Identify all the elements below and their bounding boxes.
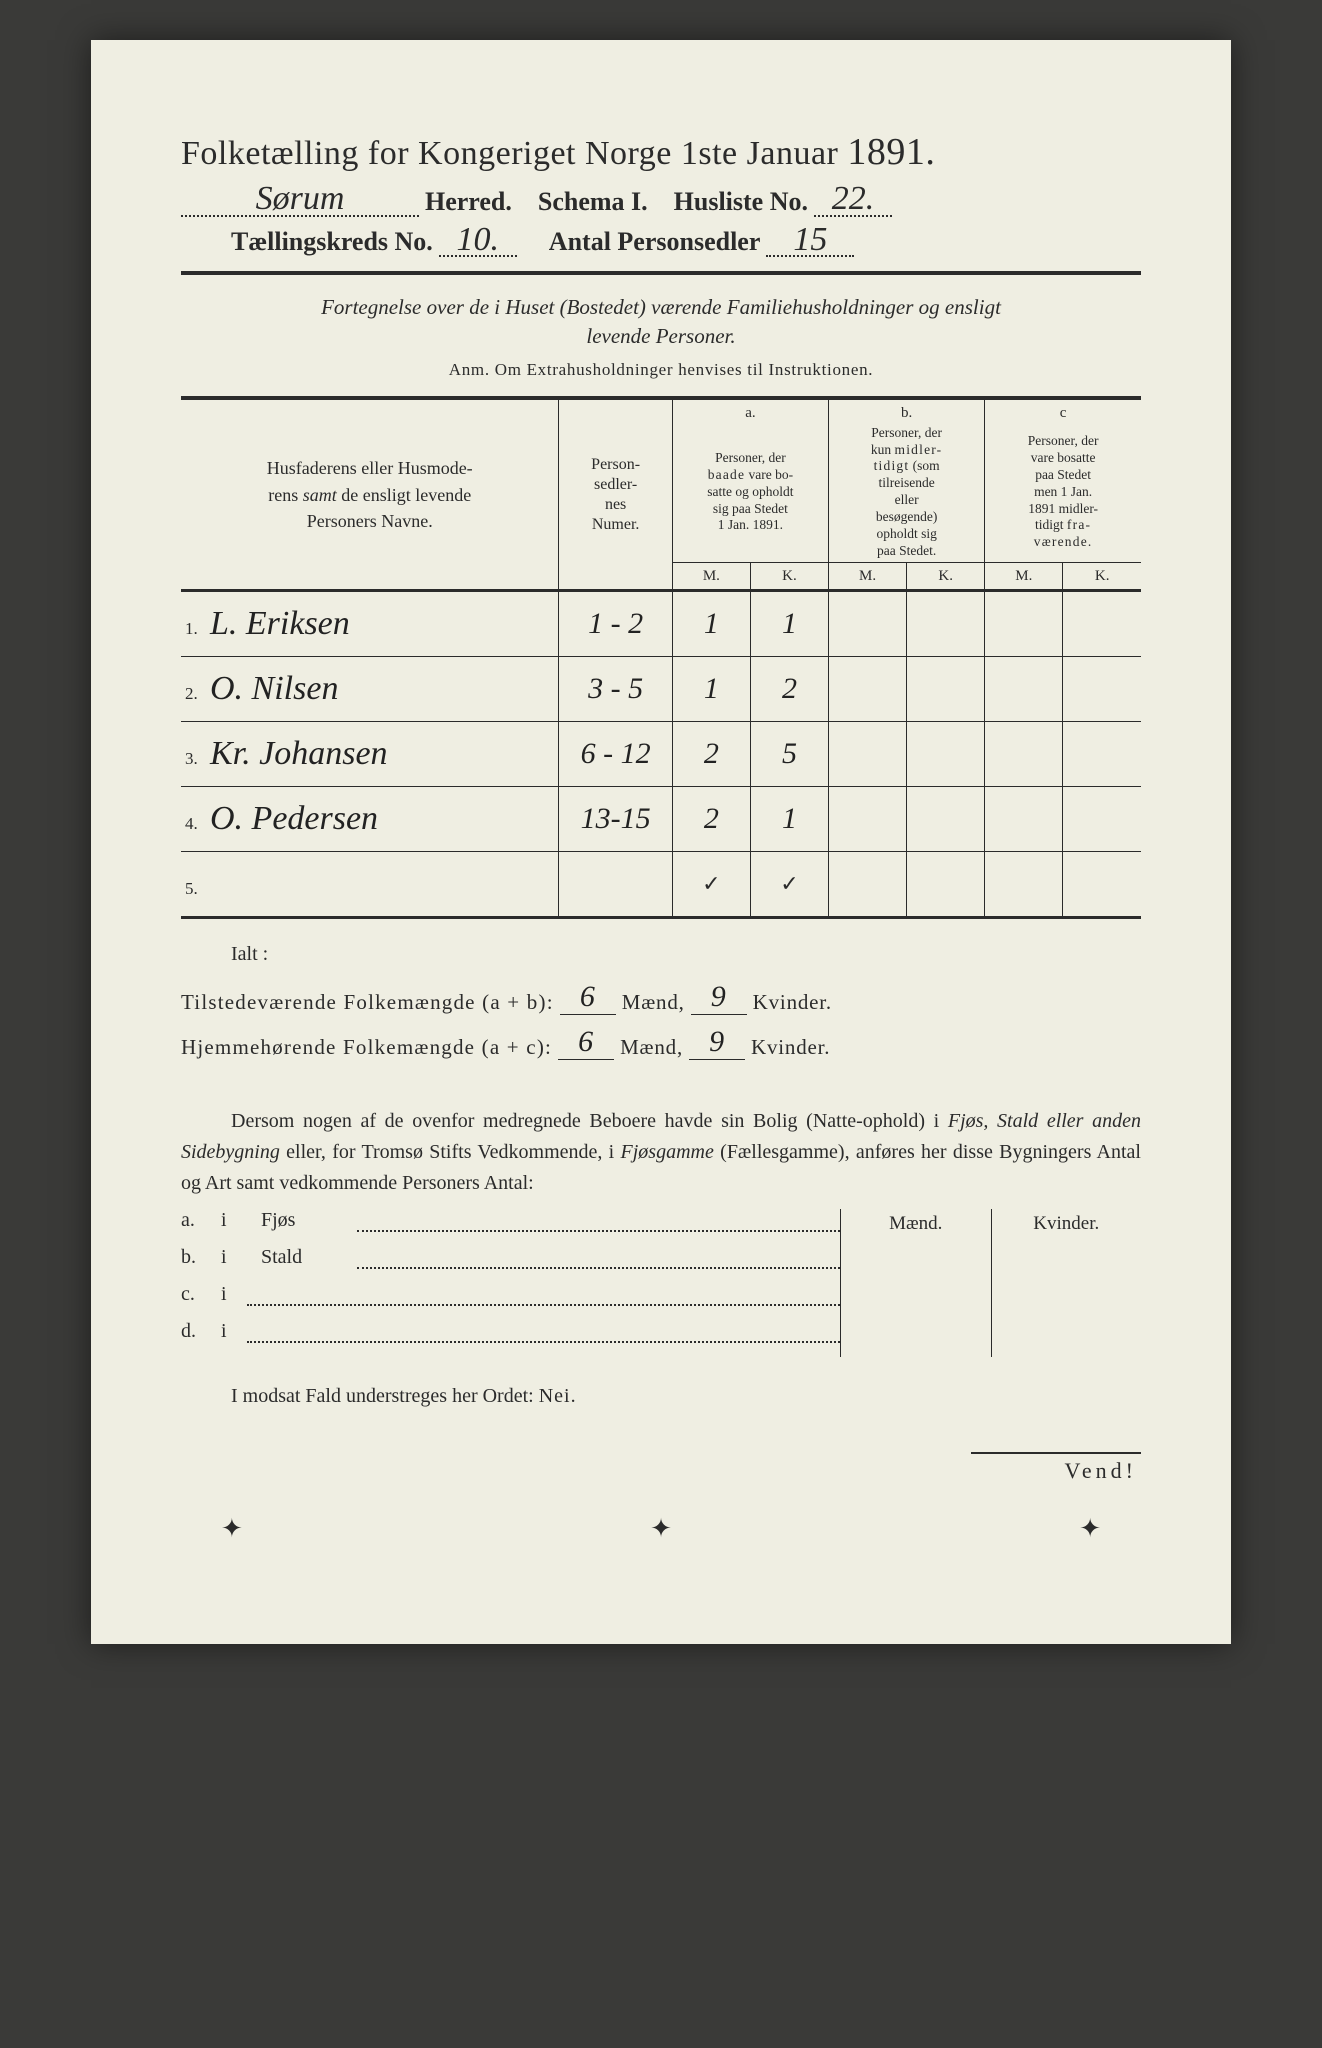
dotted-line bbox=[357, 1210, 840, 1232]
husliste-label: Husliste No. bbox=[674, 187, 808, 217]
antal-value: 15 bbox=[766, 225, 854, 258]
title-prefix: Folketælling for Kongeriget Norge 1ste J… bbox=[181, 135, 838, 172]
table-row: 4. O. Pedersen 13-15 2 1 bbox=[181, 787, 1141, 852]
totals2-label: Hjemmehørende Folkemængde (a + c): bbox=[181, 1035, 552, 1060]
schema-label: Schema I. bbox=[538, 187, 648, 217]
subtitle-line2: levende Personer. bbox=[586, 324, 735, 348]
antal-label: Antal Personsedler bbox=[549, 227, 761, 257]
vend-label: Vend! bbox=[181, 1458, 1141, 1484]
col-b-desc: Personer, derkun midler-tidigt (somtilre… bbox=[829, 423, 985, 563]
maend-col: Mænd. bbox=[841, 1209, 992, 1357]
totals2-m: 6 bbox=[578, 1025, 594, 1058]
census-table: Husfaderens eller Husmode-rens samt de e… bbox=[181, 396, 1141, 920]
col-b-m: M. bbox=[829, 562, 907, 591]
col-header-name: Husfaderens eller Husmode-rens samt de e… bbox=[181, 398, 559, 591]
col-c-k: K. bbox=[1063, 562, 1141, 591]
totals2-k: 9 bbox=[709, 1025, 725, 1058]
binding-marks: ✦ ✦ ✦ bbox=[181, 1514, 1141, 1544]
main-title: Folketælling for Kongeriget Norge 1ste J… bbox=[181, 130, 1141, 174]
kreds-label: Tællingskreds No. bbox=[231, 227, 433, 257]
subtitle-line1: Fortegnelse over de i Huset (Bostedet) v… bbox=[321, 295, 1001, 319]
building-row: b. i Stald bbox=[181, 1246, 840, 1269]
mark-icon: ✦ bbox=[221, 1514, 243, 1544]
maend-label: Mænd, bbox=[622, 990, 685, 1015]
ialt-label: Ialt : bbox=[231, 943, 1141, 966]
col-header-num: Person-sedler-nesNumer. bbox=[559, 398, 672, 591]
col-c-desc: Personer, dervare bosattepaa Stedetmen 1… bbox=[985, 423, 1141, 563]
kvinder-label-2: Kvinder. bbox=[751, 1035, 830, 1060]
census-table-body: 1. L. Eriksen 1 - 2 1 1 2. O. Nilsen 3 -… bbox=[181, 591, 1141, 918]
totals-line-2: Hjemmehørende Folkemængde (a + c): 6 Mæn… bbox=[181, 1025, 1141, 1060]
totals1-m: 6 bbox=[580, 980, 596, 1013]
husliste-value: 22. bbox=[814, 184, 892, 217]
dotted-line bbox=[247, 1284, 840, 1306]
dotted-line bbox=[247, 1321, 840, 1343]
table-row: 5. ✓ ✓ bbox=[181, 852, 1141, 918]
building-row: c. i bbox=[181, 1283, 840, 1306]
anm-note: Anm. Om Extrahusholdninger henvises til … bbox=[181, 360, 1141, 380]
buildings-mk-cols: Mænd. Kvinder. bbox=[840, 1209, 1141, 1357]
mark-icon: ✦ bbox=[650, 1514, 672, 1544]
subtitle: Fortegnelse over de i Huset (Bostedet) v… bbox=[181, 293, 1141, 350]
header-line-2: Sørum Herred. Schema I. Husliste No. 22. bbox=[181, 184, 1141, 217]
totals1-label: Tilstedeværende Folkemængde (a + b): bbox=[181, 990, 554, 1015]
census-form-page: Folketælling for Kongeriget Norge 1ste J… bbox=[91, 40, 1231, 1644]
title-year: 1891. bbox=[847, 131, 935, 173]
table-row: 1. L. Eriksen 1 - 2 1 1 bbox=[181, 591, 1141, 657]
table-row: 2. O. Nilsen 3 - 5 1 2 bbox=[181, 657, 1141, 722]
kvinder-label: Kvinder. bbox=[753, 990, 832, 1015]
explanatory-paragraph: Dersom nogen af de ovenfor medregnede Be… bbox=[181, 1106, 1141, 1199]
col-a-desc: Personer, derbaade vare bo-satte og opho… bbox=[672, 423, 828, 563]
modsat-line: I modsat Fald understreges her Ordet: Ne… bbox=[181, 1385, 1141, 1408]
col-a-m: M. bbox=[672, 562, 750, 591]
building-row: a. i Fjøs bbox=[181, 1209, 840, 1232]
table-row: 3. Kr. Johansen 6 - 12 2 5 bbox=[181, 722, 1141, 787]
totals-line-1: Tilstedeværende Folkemængde (a + b): 6 M… bbox=[181, 980, 1141, 1015]
totals1-k: 9 bbox=[711, 980, 727, 1013]
buildings-list: a. i Fjøs b. i Stald c. i d. i bbox=[181, 1209, 840, 1357]
maend-label-2: Mænd, bbox=[620, 1035, 683, 1060]
col-c-m: M. bbox=[985, 562, 1063, 591]
herred-value: Sørum bbox=[181, 184, 419, 217]
mark-icon: ✦ bbox=[1079, 1514, 1101, 1544]
vend-rule bbox=[971, 1452, 1141, 1454]
dotted-line bbox=[357, 1247, 840, 1269]
herred-label: Herred. bbox=[425, 187, 512, 217]
col-a-top: a. bbox=[672, 398, 828, 423]
buildings-block: a. i Fjøs b. i Stald c. i d. i bbox=[181, 1209, 1141, 1357]
kvinder-col: Kvinder. bbox=[992, 1209, 1142, 1357]
col-a-k: K. bbox=[750, 562, 828, 591]
building-row: d. i bbox=[181, 1320, 840, 1343]
kreds-value: 10. bbox=[439, 225, 517, 258]
header-line-3: Tællingskreds No. 10. Antal Personsedler… bbox=[181, 225, 1141, 258]
header-rule bbox=[181, 271, 1141, 275]
col-b-k: K. bbox=[907, 562, 985, 591]
col-c-top: c bbox=[985, 398, 1141, 423]
col-b-top: b. bbox=[829, 398, 985, 423]
